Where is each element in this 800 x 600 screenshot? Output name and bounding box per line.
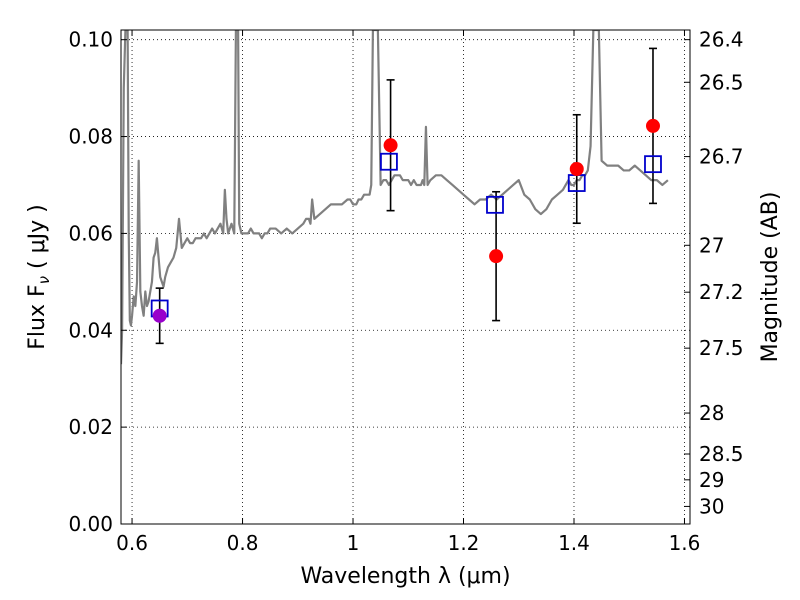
y-axis-label-subscript: ν [35,276,53,284]
y-tick-label: 0.04 [68,318,113,342]
x-tick-label: 1.4 [558,531,590,555]
y2-tick-label: 27 [699,233,724,257]
model-photometry-square [486,195,504,214]
y2-tick-label: 29 [699,468,724,492]
observed-point [383,138,398,153]
y2-tick-label: 30 [699,494,724,518]
right-axis-label: Magnitude (AB) [758,192,783,363]
x-tick-label: 1.2 [448,531,480,555]
y2-tick-label: 26.4 [699,28,744,52]
x-tick-label: 1 [347,531,360,555]
y-tick-label: 0.08 [68,125,113,149]
y2-tick-label: 27.5 [699,336,744,360]
y-tick-label: 0.00 [68,512,113,536]
error-bars [155,47,657,345]
y-tick-label: 0.02 [68,415,113,439]
x-axis-label: Wavelength λ (μm) [300,564,510,589]
spectrum-line [121,30,669,365]
model-photometry-square [644,155,662,174]
model-photometry-markers [150,152,662,318]
observed-point [569,161,584,176]
y2-tick-label: 28.5 [699,442,744,466]
x-tick-label: 1.6 [669,531,701,555]
y2-tick-label: 28 [699,401,724,425]
x-tick-label: 0.8 [227,531,259,555]
y-axis-label: Flux Fν ( μJy ) [25,204,53,349]
y2-tick-label: 26.5 [699,70,744,94]
y2-tick-label: 27.2 [699,280,744,304]
grid-lines [121,30,690,524]
axis-ticks: 0.6 0.8 1 1.2 1.4 1.6 0.00 0.02 0.04 0.06 0.08 0.10… [68,28,743,555]
x-tick-label: 0.6 [116,531,148,555]
model-spectrum [121,30,669,365]
observed-point [645,118,660,133]
y-axis-label-main: Flux F [25,284,50,349]
y-axis-label-unit: ( μJy ) [25,204,50,276]
plot-frame [120,29,691,525]
y-tick-label: 0.06 [68,221,113,245]
y2-tick-label: 26.7 [699,145,744,169]
observed-points [152,118,660,323]
observed-point [152,308,167,323]
y-tick-label: 0.10 [68,28,113,52]
model-photometry-square [380,152,398,171]
observed-point [489,249,504,264]
